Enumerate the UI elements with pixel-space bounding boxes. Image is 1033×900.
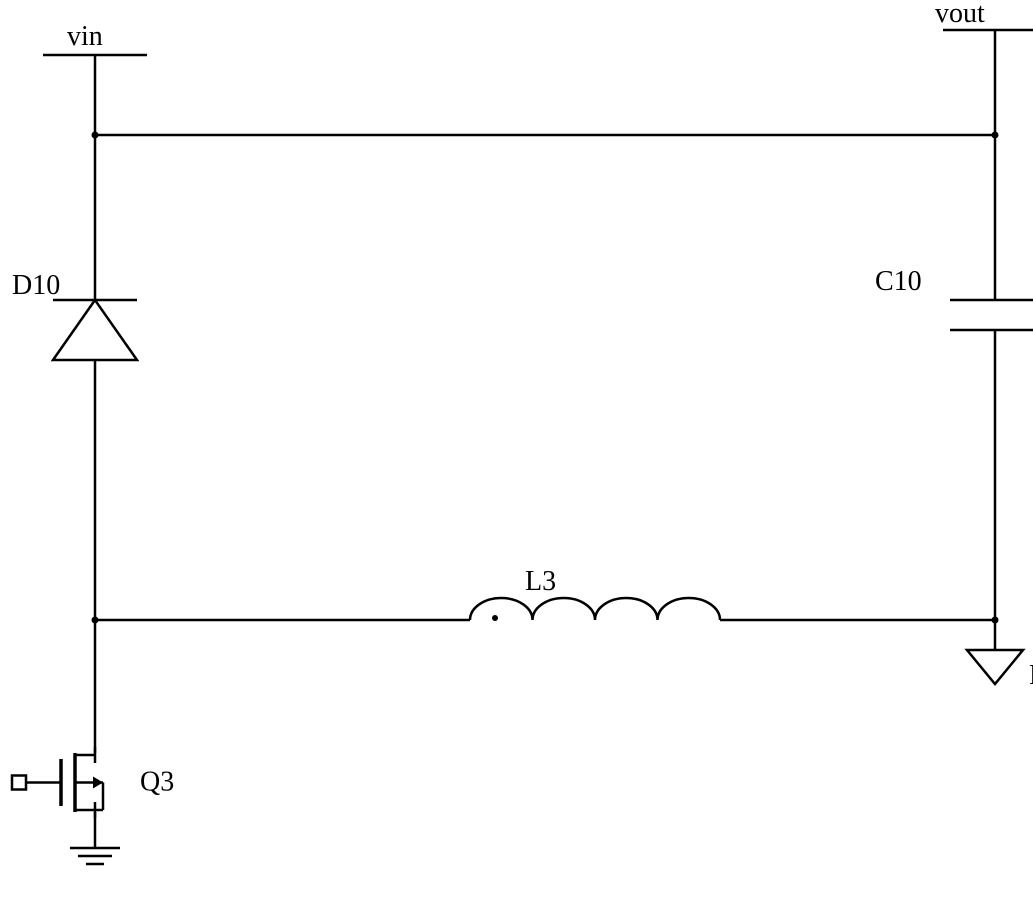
frame-ground-icon	[967, 650, 1023, 684]
circuit-schematic: vin vout D10 C10 L3 F Q3	[0, 0, 1033, 900]
fg-label: F	[1029, 660, 1033, 691]
mosfet-q3	[12, 735, 103, 830]
d10-label: D10	[12, 270, 60, 301]
c10-label: C10	[875, 266, 922, 297]
l3-label: L3	[525, 566, 556, 597]
vout-label: vout	[935, 0, 985, 29]
vin-label: vin	[67, 21, 103, 52]
inductor-l3	[470, 598, 720, 620]
q3-label: Q3	[140, 767, 174, 798]
diode-d10	[53, 300, 137, 360]
